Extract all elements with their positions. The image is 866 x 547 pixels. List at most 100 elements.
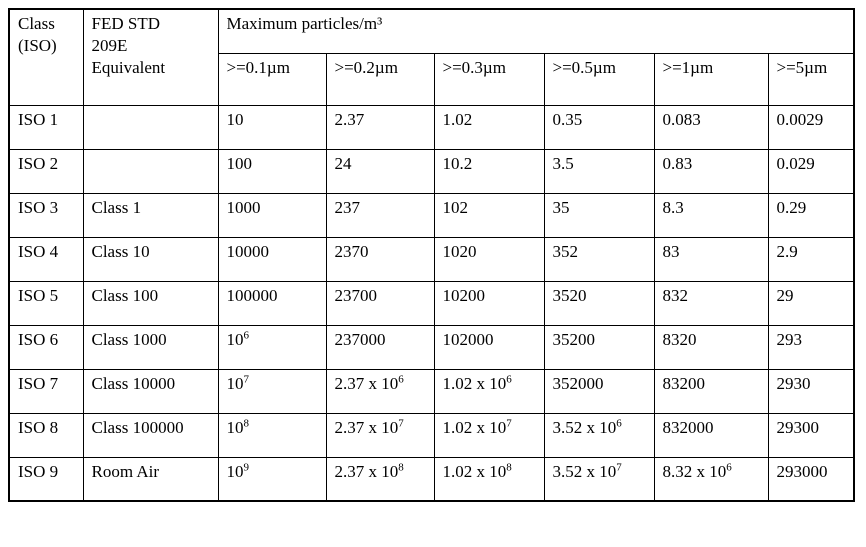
cell-particle-count: 10200 (433, 280, 545, 326)
cell-class-iso: ISO 8 (8, 412, 84, 458)
exponent: 9 (243, 460, 250, 473)
cell-particle-count: 3.5 (543, 148, 655, 194)
cell-particle-count: 2.37 x 107 (325, 412, 435, 458)
cell-particle-count: 1.02 x 108 (433, 456, 545, 502)
exponent: 6 (243, 328, 250, 341)
cell-particle-count: 102 (433, 192, 545, 238)
table-row: ISO 7 Class 10000 107 2.37 x 106 1.02 x 106 3… (8, 368, 855, 414)
header-col-0-1um: >=0.1µm (217, 52, 327, 106)
iso-cleanroom-classification-table: Class (ISO) FED STD 209E Equivalent Maxi… (8, 8, 855, 502)
header-col-0-3um: >=0.3µm (433, 52, 545, 106)
cell-particle-count: 832000 (653, 412, 769, 458)
cell-particle-count: 2.37 (325, 104, 435, 150)
table-row: ISO 3 Class 1 1000 237 102 35 8.3 0.29 (8, 192, 855, 238)
cell-particle-count: 8.3 (653, 192, 769, 238)
exponent: 7 (506, 416, 512, 429)
cell-class-iso: ISO 3 (8, 192, 84, 238)
cell-particle-count: 0.29 (767, 192, 855, 238)
exponent: 8 (398, 460, 404, 473)
cell-class-iso: ISO 4 (8, 236, 84, 282)
cell-fed-std: Class 100 (82, 280, 219, 326)
exponent: 8 (506, 460, 512, 473)
exponent: 6 (506, 372, 512, 385)
cell-particle-count: 293000 (767, 456, 855, 502)
cell-particle-count: 107 (217, 368, 327, 414)
cell-particle-count: 1.02 x 107 (433, 412, 545, 458)
exponent: 7 (243, 372, 250, 385)
cell-particle-count: 2370 (325, 236, 435, 282)
cell-particle-count: 0.029 (767, 148, 855, 194)
table-row: ISO 4 Class 10 10000 2370 1020 352 83 2.9 (8, 236, 855, 282)
table-header-row-sizes: >=0.1µm >=0.2µm >=0.3µm >=0.5µm >=1µm >=… (9, 52, 855, 106)
cell-fed-std: Class 100000 (82, 412, 219, 458)
cell-particle-count: 3.52 x 106 (543, 412, 655, 458)
cell-class-iso: ISO 6 (8, 324, 84, 370)
cell-particle-count: 35200 (543, 324, 655, 370)
cell-particle-count: 35 (543, 192, 655, 238)
header-class-iso: Class (ISO) (8, 8, 84, 106)
cell-particle-count: 24 (325, 148, 435, 194)
cell-fed-std: Room Air (82, 456, 219, 502)
cell-class-iso: ISO 1 (8, 104, 84, 150)
exponent: 7 (616, 460, 622, 473)
cell-particle-count: 100 (217, 148, 327, 194)
exponent: 6 (726, 460, 732, 473)
cell-particle-count: 2930 (767, 368, 855, 414)
cell-class-iso: ISO 9 (8, 456, 84, 502)
header-col-1um: >=1µm (653, 52, 769, 106)
table-body: ISO 1 10 2.37 1.02 0.35 0.083 0.0029 ISO 2 100 24… (8, 104, 855, 502)
exponent: 8 (243, 416, 250, 429)
cell-fed-std: Class 10 (82, 236, 219, 282)
cell-class-iso: ISO 7 (8, 368, 84, 414)
cell-particle-count: 0.083 (653, 104, 769, 150)
cell-fed-std (82, 148, 219, 194)
cell-particle-count: 8320 (653, 324, 769, 370)
cell-particle-count: 352 (543, 236, 655, 282)
header-col-0-2um: >=0.2µm (325, 52, 435, 106)
cell-particle-count: 832 (653, 280, 769, 326)
header-fed-std-equivalent: FED STD 209E Equivalent (82, 8, 219, 106)
cell-particle-count: 2.9 (767, 236, 855, 282)
cell-particle-count: 83200 (653, 368, 769, 414)
cell-fed-std (82, 104, 219, 150)
cell-particle-count: 1.02 x 106 (433, 368, 545, 414)
cell-particle-count: 237000 (325, 324, 435, 370)
cell-class-iso: ISO 5 (8, 280, 84, 326)
cell-particle-count: 352000 (543, 368, 655, 414)
cell-particle-count: 1000 (217, 192, 327, 238)
exponent: 6 (616, 416, 622, 429)
header-maximum-particles: Maximum particles/m³ (217, 8, 855, 54)
exponent: 6 (398, 372, 404, 385)
cell-particle-count: 10.2 (433, 148, 545, 194)
cell-particle-count: 23700 (325, 280, 435, 326)
cell-particle-count: 1.02 (433, 104, 545, 150)
cell-particle-count: 100000 (217, 280, 327, 326)
cell-particle-count: 1020 (433, 236, 545, 282)
cell-particle-count: 10000 (217, 236, 327, 282)
cell-particle-count: 106 (217, 324, 327, 370)
header-col-0-5um: >=0.5µm (543, 52, 655, 106)
cell-particle-count: 102000 (433, 324, 545, 370)
cell-particle-count: 0.0029 (767, 104, 855, 150)
header-col-5um: >=5µm (767, 52, 855, 106)
cell-particle-count: 108 (217, 412, 327, 458)
table-header-row-main: Class (ISO) FED STD 209E Equivalent Maxi… (8, 8, 855, 106)
cell-particle-count: 293 (767, 324, 855, 370)
cell-particle-count: 29 (767, 280, 855, 326)
table-row: ISO 8 Class 100000 108 2.37 x 107 1.02 x 107… (8, 412, 855, 458)
cell-fed-std: Class 1000 (82, 324, 219, 370)
cell-class-iso: ISO 2 (8, 148, 84, 194)
cell-particle-count: 0.83 (653, 148, 769, 194)
cell-particle-count: 237 (325, 192, 435, 238)
cell-particle-count: 2.37 x 108 (325, 456, 435, 502)
cell-particle-count: 109 (217, 456, 327, 502)
table-row: ISO 5 Class 100 100000 23700 10200 3520 832 29 (8, 280, 855, 326)
table-row: ISO 2 100 24 10.2 3.5 0.83 0.029 (8, 148, 855, 194)
cell-particle-count: 2.37 x 106 (325, 368, 435, 414)
cell-particle-count: 3520 (543, 280, 655, 326)
cell-particle-count: 0.35 (543, 104, 655, 150)
cell-particle-count: 3.52 x 107 (543, 456, 655, 502)
table-row: ISO 6 Class 1000 106 237000 102000 35200 8320 2… (8, 324, 855, 370)
cell-particle-count: 29300 (767, 412, 855, 458)
